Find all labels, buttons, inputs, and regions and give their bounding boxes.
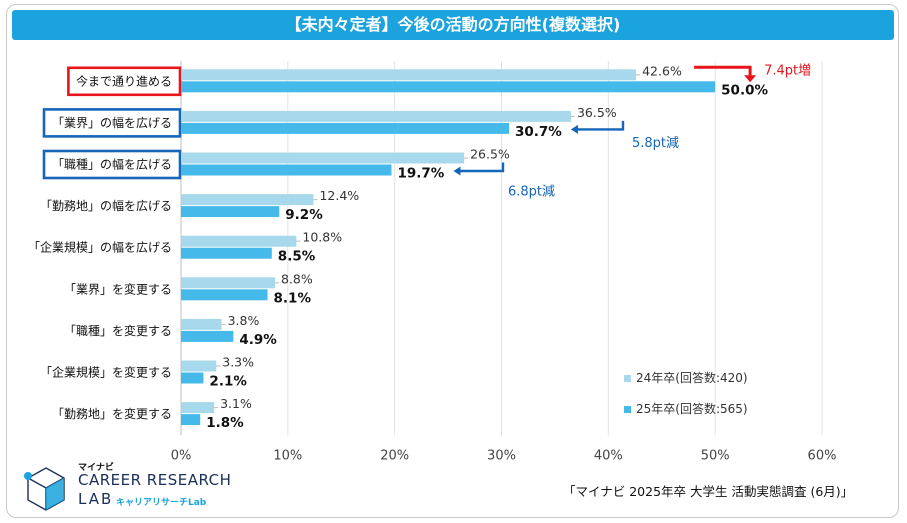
- legend-swatch-25: [624, 406, 631, 413]
- value-label-25: 8.5%: [278, 249, 316, 265]
- increase-arrow-head: [744, 75, 757, 83]
- legend-label: 25年卒(回答数:565): [636, 401, 748, 416]
- value-label-25: 4.9%: [239, 332, 277, 348]
- bar-24-7: [181, 318, 222, 330]
- value-label-25: 1.8%: [206, 415, 244, 431]
- annotation-label: 7.4pt増: [764, 63, 811, 78]
- value-label-24: 12.4%: [319, 188, 359, 203]
- category-label: 「企業規模」を変更する: [40, 365, 172, 380]
- bar-25-8: [181, 372, 204, 384]
- value-label-24: 8.8%: [281, 271, 313, 286]
- bar-25-1: [181, 81, 716, 93]
- bar-25-7: [181, 330, 234, 342]
- x-tick-label: 30%: [487, 448, 516, 463]
- value-label-24: 26.5%: [470, 147, 510, 162]
- logo-subtitle: キャリアリサーチLab: [116, 498, 207, 508]
- category-highlight-box: [42, 149, 182, 180]
- bar-24-4: [181, 194, 314, 206]
- decrease-arrow-head: [570, 124, 578, 134]
- value-label-24: 10.8%: [302, 230, 342, 245]
- value-label-24: 42.6%: [642, 63, 682, 78]
- value-label-25: 19.7%: [397, 166, 444, 182]
- x-tick-label: 20%: [380, 448, 409, 463]
- logo-name: CAREER RESEARCH: [78, 471, 232, 489]
- category-label: 今まで通り進める: [76, 73, 172, 88]
- bar-24-9: [181, 402, 215, 414]
- bar-24-3: [181, 152, 465, 164]
- chart-title: 【未内々定者】今後の活動の方向性(複数選択): [12, 10, 894, 40]
- bar-25-5: [181, 247, 272, 259]
- x-tick-label: 60%: [808, 448, 837, 463]
- x-tick-label: 40%: [594, 448, 623, 463]
- decrease-arrow-head: [453, 166, 461, 176]
- x-tick-label: 10%: [273, 448, 302, 463]
- category-label: 「職種」の幅を広げる: [52, 157, 172, 172]
- category-label: 「業界」の幅を広げる: [52, 115, 172, 130]
- value-label-25: 50.0%: [721, 82, 768, 98]
- value-label-25: 2.1%: [209, 374, 247, 390]
- bar-25-2: [181, 122, 509, 134]
- decrease-arrow: [574, 120, 625, 131]
- value-label-24: 3.8%: [228, 313, 260, 328]
- logo-brand: マイナビ: [78, 463, 114, 473]
- bar-25-4: [181, 206, 280, 218]
- bar-24-1: [181, 69, 637, 81]
- value-label-24: 36.5%: [577, 105, 617, 120]
- career-research-lab-logo: マイナビ CAREER RESEARCH LAB キャリアリサーチLab: [18, 460, 231, 516]
- bar-24-8: [181, 360, 217, 372]
- category-label: 「勤務地」の幅を広げる: [40, 198, 172, 213]
- source-note: 「マイナビ 2025年卒 大学生 活動実態調査 (6月)」: [563, 484, 854, 499]
- value-label-25: 30.7%: [515, 124, 562, 140]
- legend-swatch-24: [624, 375, 631, 382]
- value-label-25: 8.1%: [274, 290, 312, 306]
- value-label-24: 3.3%: [222, 355, 254, 370]
- category-label: 「勤務地」を変更する: [52, 406, 172, 421]
- legend-label: 24年卒(回答数:420): [636, 370, 748, 385]
- annotation-label: 6.8pt減: [508, 184, 555, 200]
- bar-24-5: [181, 235, 297, 247]
- bar-24-2: [181, 110, 571, 122]
- value-label-25: 9.2%: [285, 207, 323, 223]
- x-tick-label: 0%: [171, 448, 192, 463]
- bar-25-6: [181, 289, 268, 301]
- annotation-label: 5.8pt減: [632, 135, 679, 151]
- x-tick-label: 50%: [701, 448, 730, 463]
- cube-logo-icon: [24, 467, 65, 511]
- increase-arrow: [694, 65, 752, 78]
- category-label: 「企業規模」の幅を広げる: [28, 240, 172, 255]
- category-label: 「職種」を変更する: [64, 323, 172, 338]
- category-highlight-box: [42, 108, 182, 138]
- bar-25-3: [181, 164, 392, 176]
- category-highlight-box: [67, 66, 182, 97]
- bar-25-9: [181, 414, 201, 426]
- decrease-arrow: [457, 162, 505, 173]
- category-label: 「業界」を変更する: [64, 281, 172, 296]
- value-label-24: 3.1%: [220, 396, 252, 411]
- logo-lab: LAB: [78, 490, 114, 508]
- bar-24-6: [181, 277, 276, 289]
